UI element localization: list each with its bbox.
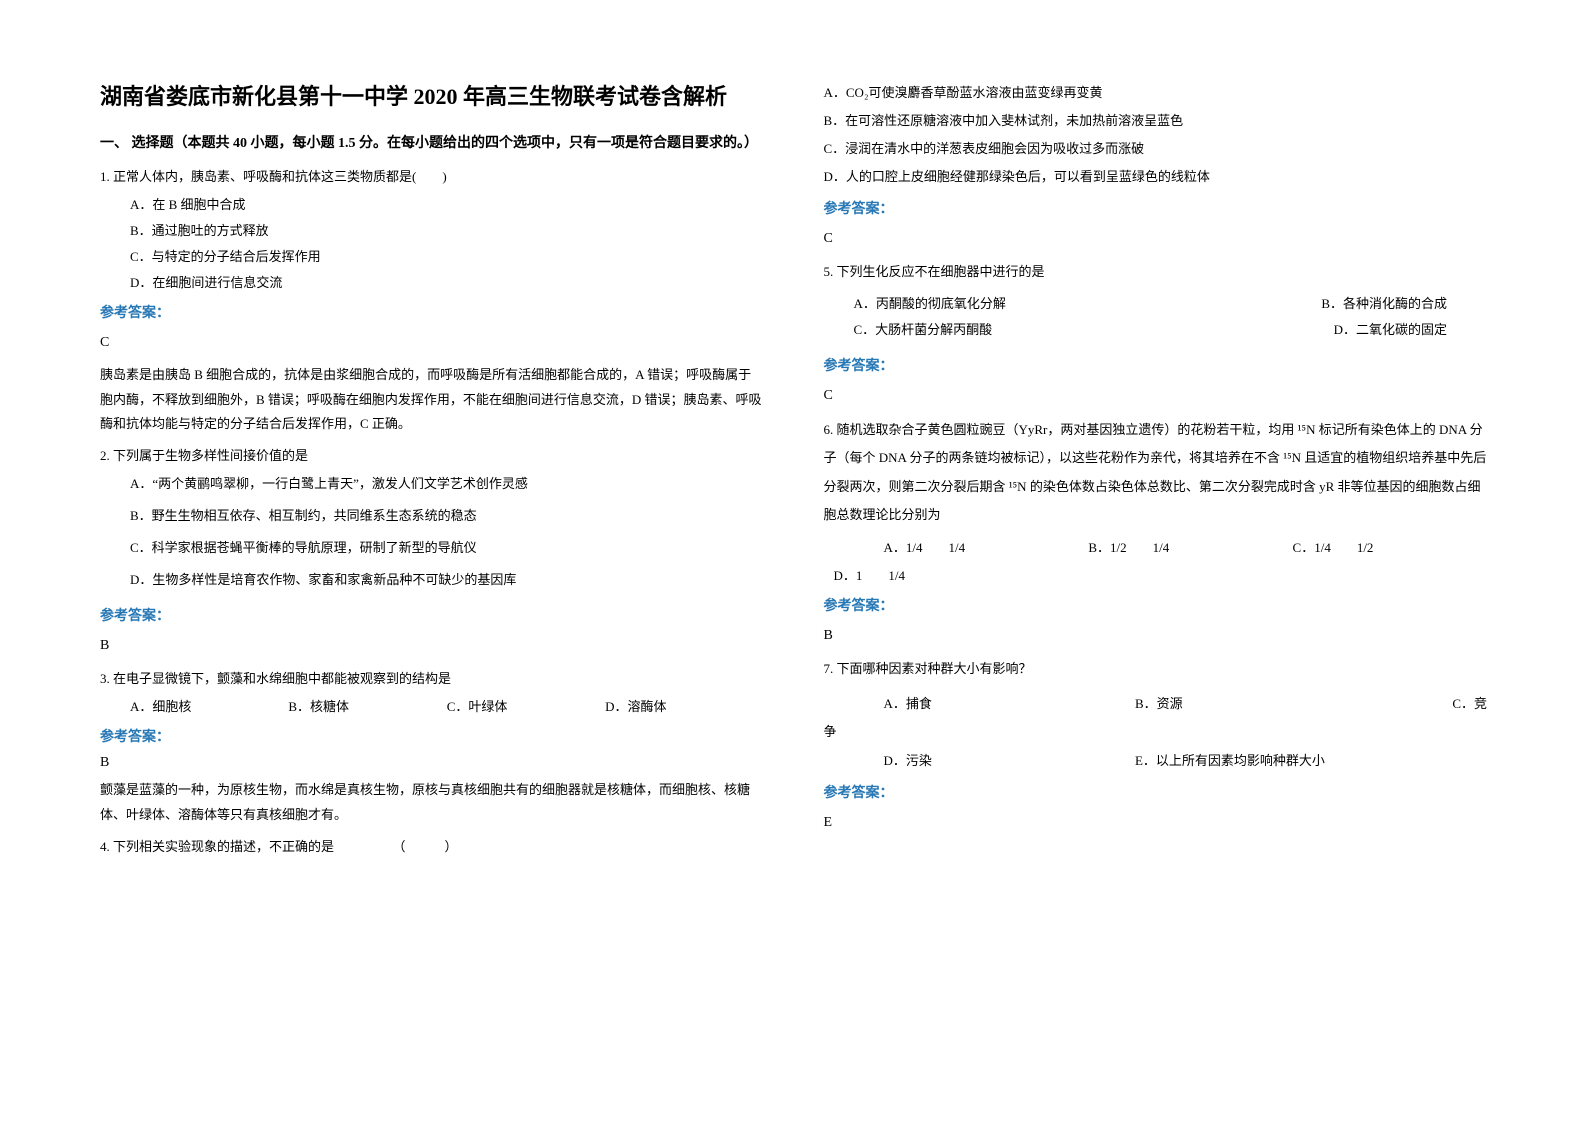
q3-stem: 3. 在电子显微镜下，颤藻和水绵细胞中都能被观察到的结构是 <box>100 666 764 692</box>
q5-stem: 5. 下列生化反应不在细胞器中进行的是 <box>824 259 1488 285</box>
left-column: 湖南省娄底市新化县第十一中学 2020 年高三生物联考试卷含解析 一、 选择题（… <box>100 80 764 1042</box>
q4-answer: C <box>824 224 1488 255</box>
q7-row1: A．捕食 B．资源 C．竞 <box>824 688 1488 719</box>
q3-option-c: C．叶绿体 <box>447 694 605 720</box>
q7-option-e: E．以上所有因素均影响种群大小 <box>1135 745 1487 776</box>
q4-stem: 4. 下列相关实验现象的描述，不正确的是 （ ） <box>100 834 764 860</box>
q5-answer: C <box>824 381 1488 412</box>
q2-option-b: B．野生生物相互依存、相互制约，共同维系生态系统的稳态 <box>100 503 764 529</box>
q7-option-d: D．污染 <box>884 745 1135 776</box>
q7-answer-label: 参考答案： <box>824 780 1488 808</box>
q2-option-a: A．“两个黄鹂鸣翠柳，一行白鹭上青天”，激发人们文学艺术创作灵感 <box>100 471 764 497</box>
q3-answer-label: 参考答案： <box>100 724 764 752</box>
q5-row1: A．丙酮酸的彻底氧化分解 B．各种消化酶的合成 <box>824 291 1488 317</box>
q1-option-b: B．通过胞吐的方式释放 <box>100 218 764 244</box>
q7-answer: E <box>824 808 1488 839</box>
q3-answer: B <box>100 752 764 774</box>
q5-option-c: C．大肠杆菌分解丙酮酸 <box>854 317 1151 343</box>
q5-answer-label: 参考答案： <box>824 353 1488 381</box>
q6-stem: 6. 随机选取杂合子黄色圆粒豌豆（YyRr，两对基因独立遗传）的花粉若干粒，均用… <box>824 416 1488 530</box>
q5-row2: C．大肠杆菌分解丙酮酸 D．二氧化碳的固定 <box>824 317 1488 343</box>
q7-option-c-part: C．竞 <box>1386 688 1487 719</box>
q4-option-c: C．浸润在清水中的洋葱表皮细胞会因为吸收过多而涨破 <box>824 136 1488 162</box>
q5-option-d: D．二氧化碳的固定 <box>1150 317 1447 343</box>
q4-answer-label: 参考答案： <box>824 196 1488 224</box>
q5-option-a: A．丙酮酸的彻底氧化分解 <box>854 291 1151 317</box>
q6-option-d: D．1 1/4 <box>824 563 1488 589</box>
q5-option-b: B．各种消化酶的合成 <box>1150 291 1447 317</box>
q2-answer-label: 参考答案： <box>100 603 764 631</box>
q1-option-d: D．在细胞间进行信息交流 <box>100 270 764 296</box>
q2-option-d: D．生物多样性是培育农作物、家畜和家禽新品种不可缺少的基因库 <box>100 567 764 593</box>
q2-stem: 2. 下列属于生物多样性间接价值的是 <box>100 443 764 469</box>
q3-options-row: A．细胞核 B．核糖体 C．叶绿体 D．溶酶体 <box>100 694 764 720</box>
q3-option-a: A．细胞核 <box>130 694 288 720</box>
section-header: 一、 选择题（本题共 40 小题，每小题 1.5 分。在每小题给出的四个选项中，… <box>100 131 764 156</box>
q7-option-b: B．资源 <box>1135 688 1386 719</box>
q1-answer-label: 参考答案： <box>100 300 764 328</box>
q7-row2: D．污染 E．以上所有因素均影响种群大小 <box>824 745 1488 776</box>
q6-option-c: C．1/4 1/2 <box>1293 535 1374 561</box>
q4-option-a: A．CO₂可使溴麝香草酚蓝水溶液由蓝变绿再变黄 <box>824 80 1488 106</box>
q6-option-a: A．1/4 1/4 <box>884 535 966 561</box>
q3-option-b: B．核糖体 <box>288 694 446 720</box>
q1-explanation: 胰岛素是由胰岛 B 细胞合成的，抗体是由浆细胞合成的，而呼吸酶是所有活细胞都能合… <box>100 363 764 437</box>
right-column: A．CO₂可使溴麝香草酚蓝水溶液由蓝变绿再变黄 B．在可溶性还原糖溶液中加入斐林… <box>824 80 1488 1042</box>
q6-answer: B <box>824 621 1488 652</box>
q7-option-a: A．捕食 <box>884 688 1135 719</box>
q4-option-d: D．人的口腔上皮细胞经健那绿染色后，可以看到呈蓝绿色的线粒体 <box>824 164 1488 190</box>
q1-option-c: C．与特定的分子结合后发挥作用 <box>100 244 764 270</box>
q6-option-b: B．1/2 1/4 <box>1088 535 1169 561</box>
q1-answer: C <box>100 328 764 359</box>
q3-explanation: 颤藻是蓝藻的一种，为原核生物，而水绵是真核生物，原核与真核细胞共有的细胞器就是核… <box>100 778 764 827</box>
q2-option-c: C．科学家根据苍蝇平衡棒的导航原理，研制了新型的导航仪 <box>100 535 764 561</box>
q1-option-a: A．在 B 细胞中合成 <box>100 192 764 218</box>
exam-title: 湖南省娄底市新化县第十一中学 2020 年高三生物联考试卷含解析 <box>100 80 764 113</box>
q6-options-row1: A．1/4 1/4 B．1/2 1/4 C．1/4 1/2 <box>824 532 1488 563</box>
q1-stem: 1. 正常人体内，胰岛素、呼吸酶和抗体这三类物质都是( ) <box>100 164 764 190</box>
q3-option-d: D．溶酶体 <box>605 694 763 720</box>
q7-stem: 7. 下面哪种因素对种群大小有影响？ <box>824 656 1488 682</box>
q4-option-b: B．在可溶性还原糖溶液中加入斐林试剂，未加热前溶液呈蓝色 <box>824 108 1488 134</box>
q6-answer-label: 参考答案： <box>824 593 1488 621</box>
q2-answer: B <box>100 631 764 662</box>
q7-c-continuation: 争 <box>824 719 1488 745</box>
